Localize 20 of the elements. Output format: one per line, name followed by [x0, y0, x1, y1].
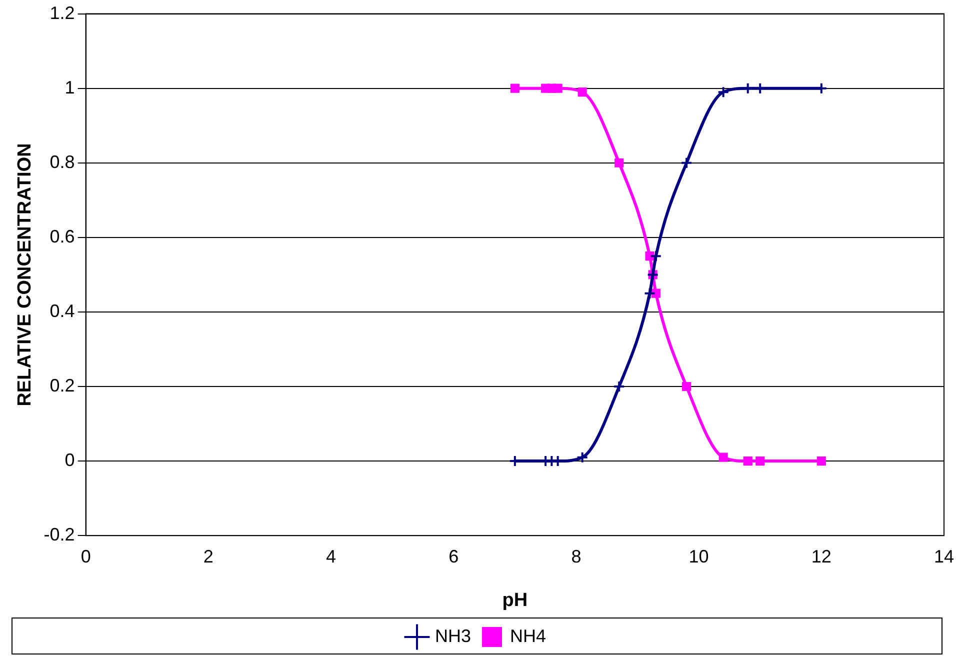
x-tick-label: 8 — [571, 546, 582, 566]
y-tick-label: 0.4 — [50, 300, 75, 321]
y-axis-title: RELATIVE CONCENTRATION — [14, 143, 36, 406]
y-tick-label: 0.6 — [50, 226, 75, 246]
x-tick-label: 4 — [326, 546, 336, 566]
legend-label: NH3 — [434, 626, 472, 646]
y-tick-label: 0.2 — [50, 375, 75, 396]
x-tick-label: 0 — [80, 546, 91, 566]
x-tick-label: 10 — [688, 546, 709, 566]
y-tick-label: -0.2 — [44, 524, 75, 545]
y-tick-label: 1.2 — [50, 2, 75, 23]
y-tick-label: 0.8 — [50, 152, 75, 172]
x-tick-label: 12 — [811, 546, 832, 566]
x-axis-title: pH — [502, 590, 528, 611]
x-tick-label: 2 — [203, 546, 214, 566]
y-tick-label: 0 — [64, 450, 75, 470]
x-tick-label: 14 — [934, 546, 954, 566]
x-tick-label: 6 — [448, 546, 459, 566]
y-tick-label: 1 — [64, 77, 75, 98]
legend-label: NH4 — [510, 626, 546, 646]
